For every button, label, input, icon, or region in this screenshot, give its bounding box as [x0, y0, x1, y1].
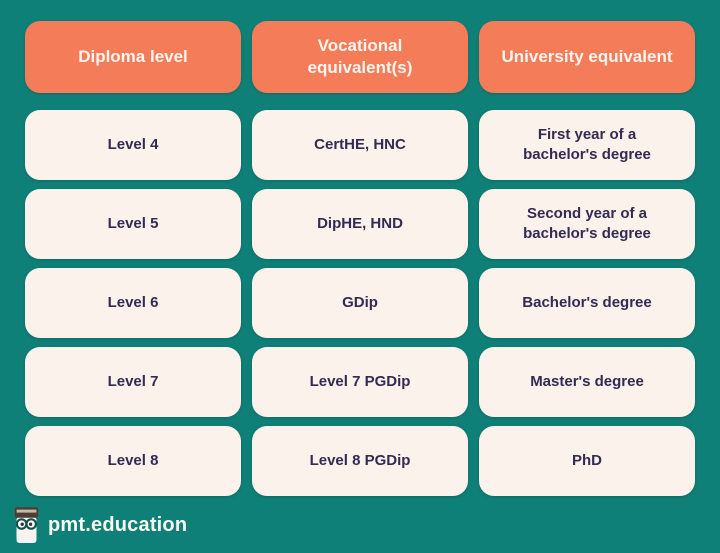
cell-text: Level 7 PGDip — [309, 372, 411, 390]
cell-level7-vocational: Level 7 PGDip — [252, 347, 468, 417]
cell-text: Level 4 — [107, 135, 159, 153]
header-label: Diploma level — [78, 46, 188, 66]
equivalence-table: Diploma level Vocational equivalent(s) U… — [25, 21, 695, 496]
cell-text: Bachelor's degree — [522, 293, 652, 311]
header-label: University equivalent — [501, 46, 673, 66]
cell-text: Level 5 — [107, 214, 159, 232]
cell-level4-university: First year of a bachelor's degree — [479, 110, 695, 180]
table-body: Level 4 CertHE, HNC First year of a bach… — [25, 110, 695, 496]
brand-name: pmt.education — [48, 513, 188, 536]
cell-level6-university: Bachelor's degree — [479, 268, 695, 338]
header-cell-university-equivalent: University equivalent — [479, 21, 695, 93]
cell-level4-vocational: CertHE, HNC — [252, 110, 468, 180]
header-label: Vocational equivalent(s) — [307, 35, 413, 77]
cell-level8-diploma: Level 8 — [25, 426, 241, 496]
cell-level6-diploma: Level 6 — [25, 268, 241, 338]
cell-level4-diploma: Level 4 — [25, 110, 241, 180]
cell-text: Level 7 — [107, 372, 159, 390]
cell-text: CertHE, HNC — [314, 135, 406, 153]
header-cell-diploma-level: Diploma level — [25, 21, 241, 93]
cell-text: DipHE, HND — [317, 214, 403, 232]
cell-text: PhD — [572, 451, 602, 469]
header-cell-vocational-equivalents: Vocational equivalent(s) — [252, 21, 468, 93]
cell-text: Level 8 PGDip — [309, 451, 411, 469]
cell-text: Level 6 — [107, 293, 159, 311]
cell-text: Level 8 — [107, 451, 159, 469]
table-header-row: Diploma level Vocational equivalent(s) U… — [25, 21, 695, 93]
cell-text: Second year of a bachelor's degree — [523, 204, 651, 242]
pmt-mascot-icon — [14, 507, 39, 543]
footer-brand: pmt.education — [14, 506, 187, 544]
cell-level8-university: PhD — [479, 426, 695, 496]
cell-text: GDip — [342, 293, 378, 311]
cell-text: First year of a bachelor's degree — [523, 125, 651, 163]
cell-level6-vocational: GDip — [252, 268, 468, 338]
cell-text: Master's degree — [530, 372, 644, 390]
cell-level8-vocational: Level 8 PGDip — [252, 426, 468, 496]
cell-level5-diploma: Level 5 — [25, 189, 241, 259]
cell-level7-diploma: Level 7 — [25, 347, 241, 417]
cell-level7-university: Master's degree — [479, 347, 695, 417]
cell-level5-vocational: DipHE, HND — [252, 189, 468, 259]
cell-level5-university: Second year of a bachelor's degree — [479, 189, 695, 259]
